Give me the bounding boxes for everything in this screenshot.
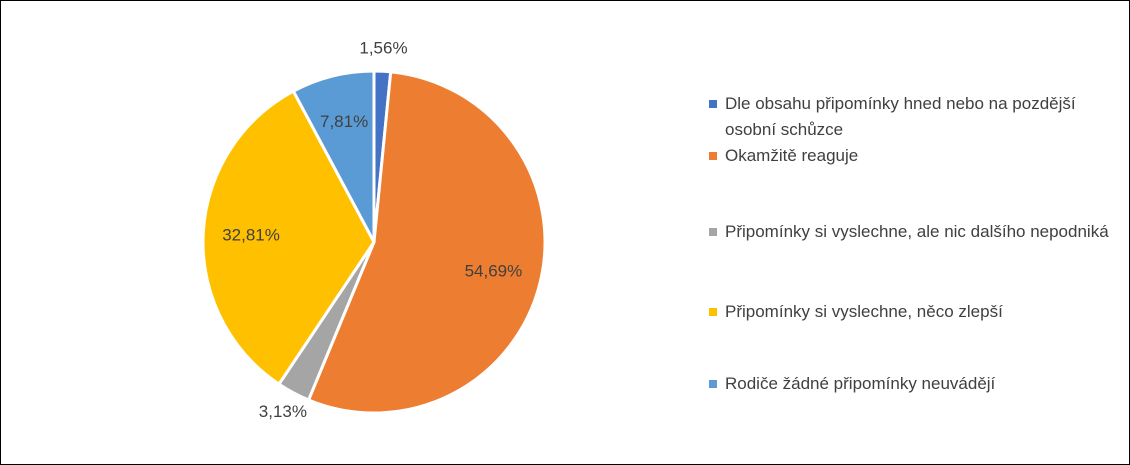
legend-item: Připomínky si vyslechne, něco zlepší: [709, 299, 1125, 325]
legend-item: Okamžitě reaguje: [709, 143, 1125, 169]
data-label: 7,81%: [320, 112, 368, 131]
legend-label: Připomínky si vyslechne, něco zlepší: [725, 302, 1003, 321]
legend-label: Okamžitě reaguje: [725, 146, 859, 165]
legend-swatch: [709, 380, 717, 388]
data-label: 54,69%: [465, 261, 523, 280]
pie-slice: [306, 70, 547, 415]
legend-item: Dle obsahu připomínky hned nebo na pozdě…: [709, 91, 1125, 143]
legend-swatch: [709, 100, 717, 108]
legend-label: Rodiče žádné připomínky neuvádějí: [725, 374, 996, 393]
pie-slice: [291, 69, 376, 243]
legend-swatch: [709, 152, 717, 160]
legend-swatch: [709, 308, 717, 316]
legend-item: Připomínky si vyslechne, ale nic dalšího…: [709, 219, 1125, 245]
data-label: 32,81%: [222, 225, 280, 244]
legend-label: Dle obsahu připomínky hned nebo na pozdě…: [725, 94, 1076, 139]
data-label: 1,56%: [359, 38, 407, 57]
legend-swatch: [709, 228, 717, 236]
legend-label: Připomínky si vyslechne, ale nic dalšího…: [725, 222, 1109, 241]
data-label: 3,13%: [259, 402, 307, 421]
legend-item: Rodiče žádné připomínky neuvádějí: [709, 371, 1125, 397]
